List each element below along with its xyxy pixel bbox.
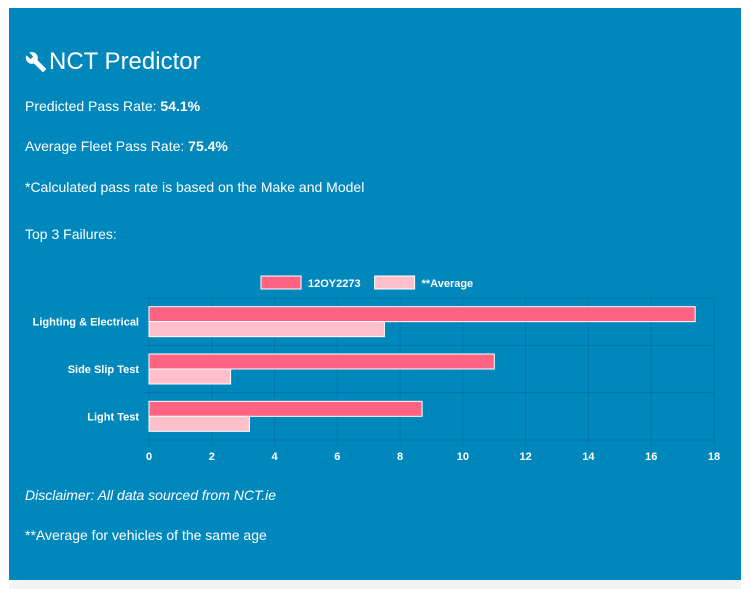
x-tick-label: 2 bbox=[209, 451, 215, 463]
legend-swatch bbox=[374, 275, 416, 290]
x-tick-label: 12 bbox=[520, 451, 532, 463]
x-tick-label: 14 bbox=[582, 451, 595, 463]
predicted-pass-rate: Predicted Pass Rate: 54.1% bbox=[25, 98, 201, 114]
title-text: NCT Predictor bbox=[49, 48, 201, 75]
bar bbox=[148, 306, 696, 323]
calculation-note: *Calculated pass rate is based on the Ma… bbox=[25, 179, 365, 195]
x-tick-label: 8 bbox=[397, 451, 403, 463]
predicted-pass-rate-value: 54.1% bbox=[160, 98, 201, 114]
x-tick-label: 4 bbox=[271, 451, 278, 463]
failures-bar-chart: 0 2 4 6 8 10 12 14 16 18 Lighting & Electrical Side… bbox=[33, 275, 720, 463]
nct-predictor-card: NCT Predictor Predicted Pass Rate: 54.1%… bbox=[9, 8, 741, 580]
legend-label: **Average bbox=[422, 278, 474, 290]
bar bbox=[148, 353, 495, 370]
legend-swatch bbox=[260, 275, 302, 290]
y-category-label: Lighting & Electrical bbox=[33, 317, 139, 329]
bar bbox=[148, 400, 423, 417]
legend-label: 12OY2273 bbox=[308, 278, 361, 290]
x-tick-label: 0 bbox=[146, 451, 152, 463]
x-tick-label: 16 bbox=[645, 451, 657, 463]
y-category-label: Side Slip Test bbox=[68, 364, 140, 376]
average-note: **Average for vehicles of the same age bbox=[25, 527, 267, 543]
bar bbox=[148, 321, 385, 338]
fleet-pass-rate: Average Fleet Pass Rate: 75.4% bbox=[25, 138, 228, 154]
top-failures-label: Top 3 Failures: bbox=[25, 226, 117, 242]
x-tick-label: 18 bbox=[708, 451, 720, 463]
page-title: NCT Predictor bbox=[25, 48, 201, 76]
x-tick-label: 6 bbox=[334, 451, 340, 463]
disclaimer: Disclaimer: All data sourced from NCT.ie bbox=[25, 487, 277, 503]
bar bbox=[148, 368, 232, 385]
fleet-pass-rate-value: 75.4% bbox=[188, 138, 228, 154]
wrench-icon bbox=[25, 51, 47, 73]
x-tick-label: 10 bbox=[457, 451, 469, 463]
bar bbox=[148, 415, 250, 432]
footer-strip bbox=[9, 580, 741, 589]
y-category-label: Light Test bbox=[87, 411, 139, 423]
